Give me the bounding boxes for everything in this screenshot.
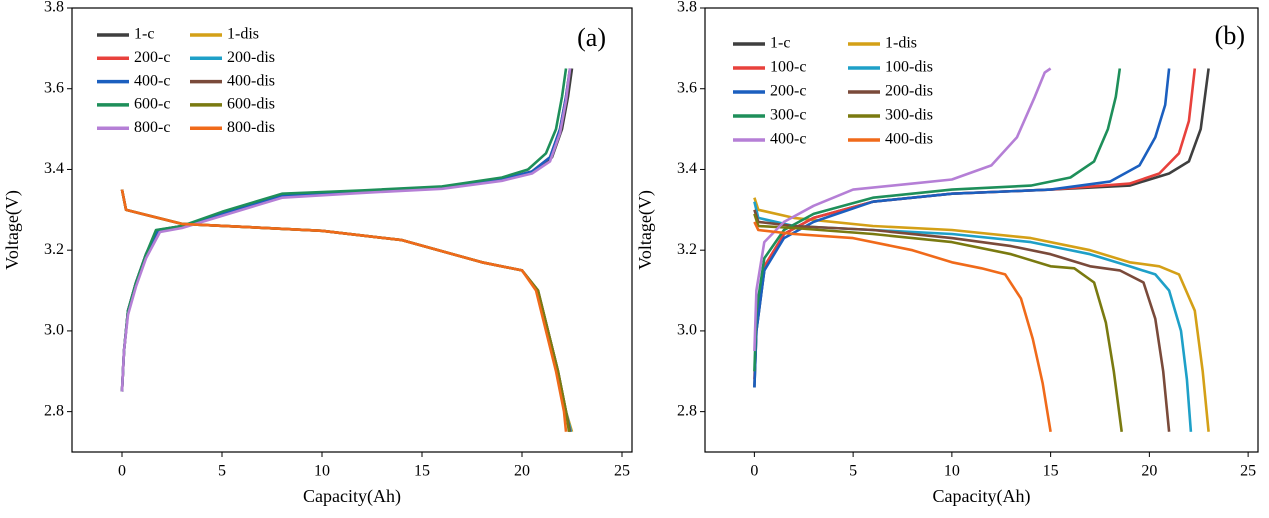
panel-label: (a) bbox=[577, 23, 606, 52]
data-line bbox=[120, 68, 568, 392]
x-tick-label: 25 bbox=[1240, 463, 1256, 480]
y-tick-label: 3.0 bbox=[44, 322, 64, 339]
x-tick-label: 20 bbox=[1141, 463, 1157, 480]
data-line bbox=[753, 68, 1171, 388]
legend-label: 200-dis bbox=[885, 83, 933, 100]
data-line bbox=[753, 68, 1122, 372]
legend-label: 800-dis bbox=[227, 119, 275, 136]
data-line bbox=[753, 221, 1052, 433]
x-tick-label: 0 bbox=[118, 463, 126, 480]
legend-label: 1-c bbox=[134, 26, 154, 43]
data-line bbox=[120, 68, 572, 392]
legend-label: 200-dis bbox=[227, 49, 275, 66]
x-tick-label: 15 bbox=[414, 463, 430, 480]
panel-label: (b) bbox=[1215, 21, 1245, 50]
data-line bbox=[753, 197, 1210, 432]
legend-label: 400-dis bbox=[227, 72, 275, 89]
y-tick-label: 2.8 bbox=[677, 402, 697, 419]
x-tick-label: 10 bbox=[944, 463, 960, 480]
legend-label: 600-c bbox=[134, 96, 170, 113]
legend-label: 400-c bbox=[770, 131, 806, 148]
legend-label: 1-dis bbox=[227, 26, 259, 43]
y-axis-title: Voltage(V) bbox=[635, 190, 656, 270]
legend-label: 1-dis bbox=[885, 35, 917, 52]
x-tick-label: 0 bbox=[750, 463, 758, 480]
data-line bbox=[753, 68, 1197, 380]
legend-label: 100-dis bbox=[885, 59, 933, 76]
x-tick-label: 15 bbox=[1043, 463, 1059, 480]
y-tick-label: 3.6 bbox=[677, 79, 697, 96]
data-line bbox=[753, 67, 1052, 352]
data-line bbox=[120, 68, 572, 392]
plot-frame bbox=[71, 7, 633, 453]
y-tick-label: 3.2 bbox=[44, 241, 64, 258]
y-tick-label: 3.8 bbox=[677, 0, 697, 16]
y-tick-label: 3.6 bbox=[44, 79, 64, 96]
x-tick-label: 25 bbox=[614, 463, 630, 480]
plot-frame bbox=[704, 7, 1259, 453]
legend-label: 300-c bbox=[770, 107, 806, 124]
legend-label: 400-c bbox=[134, 72, 170, 89]
y-axis-title: Voltage(V) bbox=[2, 190, 23, 270]
data-line bbox=[120, 68, 572, 392]
x-tick-label: 10 bbox=[314, 463, 330, 480]
legend-label: 300-dis bbox=[885, 107, 933, 124]
legend-label: 100-c bbox=[770, 59, 806, 76]
y-tick-label: 3.0 bbox=[677, 322, 697, 339]
x-tick-label: 5 bbox=[218, 463, 226, 480]
legend-label: 400-dis bbox=[885, 131, 933, 148]
legend-label: 600-dis bbox=[227, 96, 275, 113]
data-line bbox=[120, 189, 568, 432]
data-line bbox=[753, 213, 1123, 432]
y-tick-label: 2.8 bbox=[44, 402, 64, 419]
y-tick-label: 3.4 bbox=[677, 160, 697, 177]
legend-label: 800-c bbox=[134, 119, 170, 136]
x-tick-label: 20 bbox=[514, 463, 530, 480]
data-line bbox=[120, 68, 574, 392]
legend-label: 1-c bbox=[770, 35, 790, 52]
legend-label: 200-c bbox=[770, 83, 806, 100]
x-axis-title: Capacity(Ah) bbox=[303, 486, 401, 507]
y-tick-label: 3.2 bbox=[677, 241, 697, 258]
y-tick-label: 3.4 bbox=[44, 160, 64, 177]
x-axis-title: Capacity(Ah) bbox=[933, 486, 1031, 507]
legend-label: 200-c bbox=[134, 49, 170, 66]
x-tick-label: 5 bbox=[849, 463, 857, 480]
y-tick-label: 3.8 bbox=[44, 0, 64, 16]
